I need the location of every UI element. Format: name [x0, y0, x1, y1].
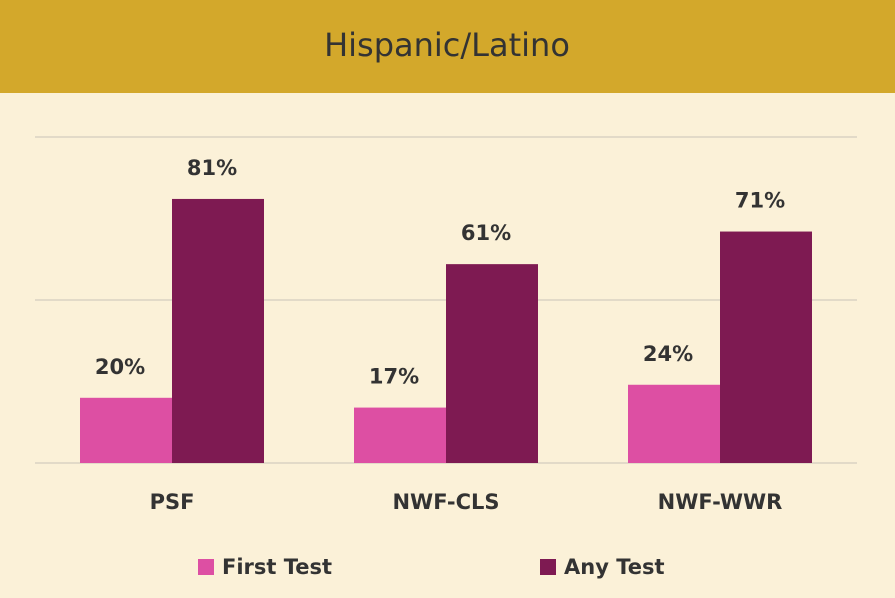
legend-label: Any Test	[564, 555, 665, 579]
legend-label: First Test	[222, 555, 332, 579]
title-band	[0, 0, 895, 93]
x-tick-label: NWF-CLS	[392, 490, 499, 514]
x-tick-label: NWF-WWR	[658, 490, 783, 514]
data-label: 61%	[461, 221, 511, 245]
bar	[80, 397, 172, 463]
data-label: 24%	[643, 342, 693, 366]
bar	[628, 384, 720, 463]
data-label: 20%	[95, 355, 145, 379]
bar	[446, 264, 538, 463]
bar	[172, 198, 264, 463]
legend-swatch	[198, 559, 214, 575]
bar	[354, 407, 446, 463]
chart-title: Hispanic/Latino	[324, 26, 570, 64]
data-label: 81%	[187, 156, 237, 180]
data-label: 17%	[369, 365, 419, 389]
x-tick-label: PSF	[150, 490, 195, 514]
bar	[720, 231, 812, 463]
data-label: 71%	[735, 189, 785, 213]
legend-swatch	[540, 559, 556, 575]
